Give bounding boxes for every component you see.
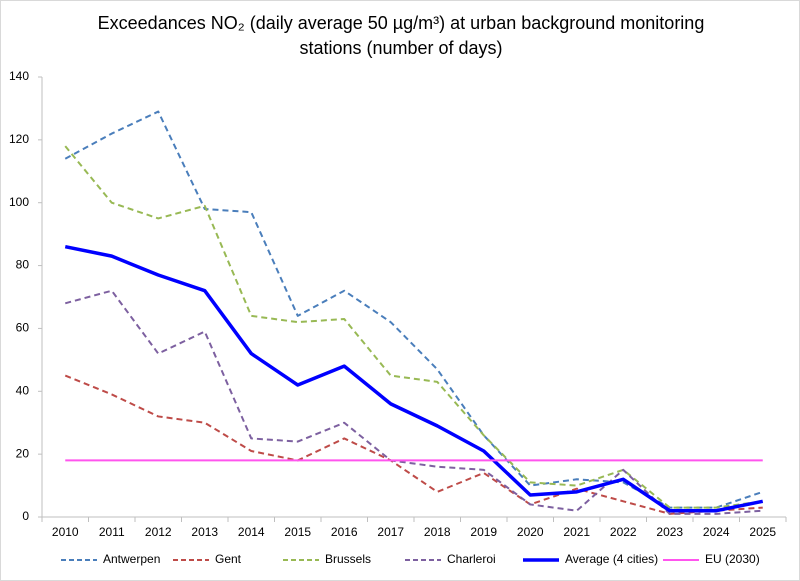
series-line <box>64 244 764 513</box>
series-line <box>64 374 763 515</box>
x-tick-label: 2021 <box>563 525 590 539</box>
x-tick-label: 2012 <box>145 525 172 539</box>
legend-label: Charleroi <box>447 552 496 566</box>
series-line <box>64 110 764 509</box>
x-tick-label: 2024 <box>703 525 730 539</box>
y-tick-label: 80 <box>16 258 30 272</box>
x-tick-label: 2010 <box>52 525 79 539</box>
y-tick-label: 60 <box>16 321 30 335</box>
x-tick-label: 2025 <box>749 525 776 539</box>
x-tick-label: 2016 <box>331 525 358 539</box>
x-tick-label: 2018 <box>424 525 451 539</box>
y-tick-label: 20 <box>16 446 30 460</box>
x-tick-label: 2013 <box>191 525 218 539</box>
x-tick-label: 2022 <box>610 525 637 539</box>
x-tick-label: 2023 <box>656 525 683 539</box>
y-tick-label: 100 <box>9 195 29 209</box>
y-tick-label: 120 <box>9 132 29 146</box>
legend-label: Gent <box>215 552 242 566</box>
legend-label: EU (2030) <box>705 552 760 566</box>
x-tick-label: 2017 <box>377 525 404 539</box>
legend-label: Brussels <box>325 552 371 566</box>
legend-label: Antwerpen <box>103 552 160 566</box>
x-tick-label: 2011 <box>99 525 125 539</box>
legend-label: Average (4 cities) <box>565 552 658 566</box>
series-line <box>64 289 763 515</box>
y-tick-label: 140 <box>9 69 29 83</box>
y-tick-label: 40 <box>16 383 30 397</box>
x-tick-label: 2019 <box>470 525 497 539</box>
x-tick-label: 2015 <box>284 525 311 539</box>
y-tick-label: 0 <box>22 509 29 523</box>
x-tick-label: 2020 <box>517 525 544 539</box>
series-line <box>64 145 763 509</box>
chart-title: Exceedances NO₂ (daily average 50 µg/m³)… <box>97 13 705 58</box>
x-tick-label: 2014 <box>238 525 265 539</box>
